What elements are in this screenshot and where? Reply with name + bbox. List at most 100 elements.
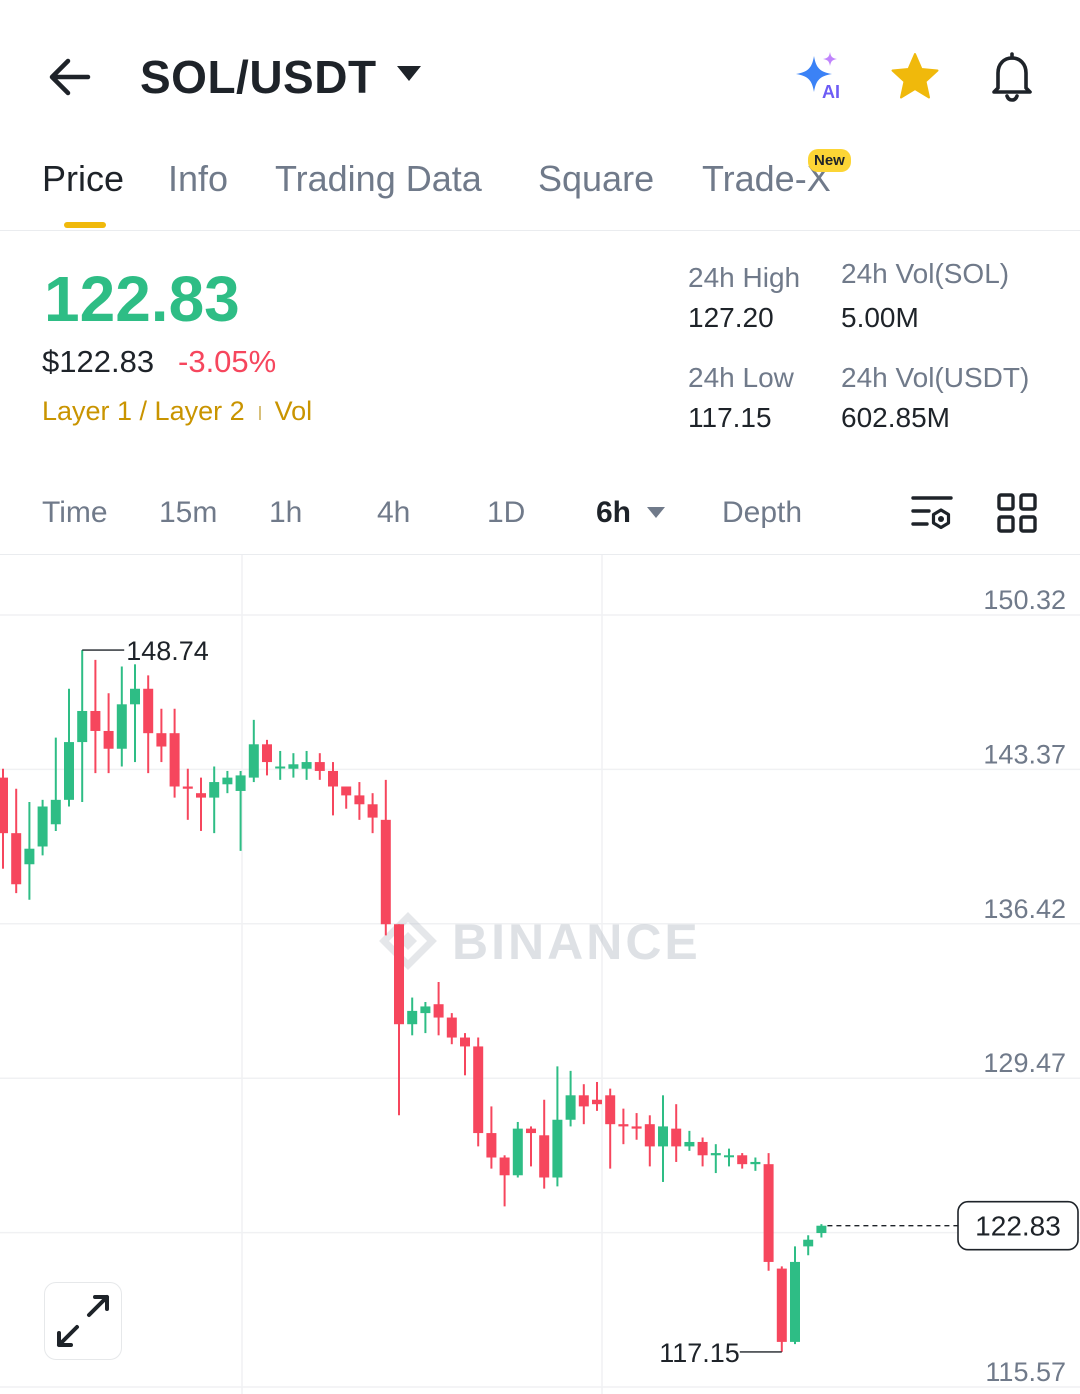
candle (314, 753, 325, 780)
candle-body (328, 770, 338, 787)
candle-body (644, 1124, 655, 1147)
candle (222, 770, 233, 794)
candle (605, 1088, 616, 1169)
candle (526, 1126, 536, 1167)
candle-body (116, 704, 127, 749)
tf-6h[interactable]: 6h (596, 496, 632, 529)
vol-usdt-value: 602.85M (841, 402, 950, 433)
candle-body (578, 1095, 589, 1107)
candle (473, 1037, 484, 1147)
candle-body (143, 688, 154, 734)
y-tick-label: 115.57 (985, 1357, 1066, 1387)
ai-assistant-button[interactable]: AI (790, 48, 850, 104)
candle (460, 1033, 470, 1076)
candle-body (710, 1153, 721, 1156)
tab-square[interactable]: Square (538, 158, 655, 199)
candle (710, 1144, 721, 1174)
tf-time[interactable]: Time (42, 496, 108, 529)
tab-trading-data[interactable]: Trading Data (275, 158, 482, 199)
fullscreen-button[interactable] (44, 1282, 122, 1360)
last-price: 122.83 (44, 263, 240, 335)
high-label: 24h High (688, 262, 801, 293)
candle (0, 768, 8, 869)
candle (103, 693, 114, 774)
tf-1h[interactable]: 1h (269, 496, 303, 529)
candle (64, 688, 74, 807)
back-arrow-icon[interactable] (44, 50, 98, 104)
candle-body (526, 1128, 536, 1134)
candle (671, 1104, 682, 1162)
pair-dropdown-caret-icon[interactable] (396, 64, 422, 84)
candle-body (658, 1126, 668, 1147)
max-price-label: 148.74 (126, 636, 209, 666)
ai-label: AI (822, 82, 840, 102)
candle-body (50, 799, 61, 825)
y-tick-label: 143.37 (983, 739, 1066, 769)
candle-body (605, 1095, 616, 1125)
candle-body (499, 1157, 510, 1176)
candle-body (77, 710, 88, 743)
tf-dropdown-caret-icon[interactable] (646, 506, 666, 520)
page-tabs: Price Info Trading Data Square Trade-X N… (0, 149, 1080, 231)
candle-body (394, 924, 404, 1025)
tab-price[interactable]: Price (42, 158, 125, 199)
candle-body (169, 733, 180, 787)
expand-icon (57, 1295, 109, 1347)
candle (776, 1266, 787, 1352)
candle-body (539, 1135, 550, 1178)
price-alert-bell-icon[interactable] (984, 48, 1040, 104)
candle-body (737, 1155, 748, 1165)
candle (367, 793, 378, 834)
candle (37, 799, 48, 856)
tf-15m[interactable]: 15m (159, 496, 218, 529)
candle (420, 1001, 431, 1034)
candle-body (37, 806, 48, 847)
tag-divider (258, 405, 261, 420)
candle-body (354, 795, 365, 805)
candle-body (473, 1046, 484, 1134)
candle (552, 1066, 563, 1187)
candle-body (816, 1225, 827, 1234)
low-value: 117.15 (688, 402, 772, 433)
candle (262, 739, 272, 776)
binance-watermark: BINANCE (379, 912, 698, 970)
candle (50, 737, 61, 831)
candle-body (288, 764, 299, 769)
candle-body (90, 710, 101, 731)
candle-body (724, 1155, 734, 1158)
candle-body (209, 782, 220, 798)
candle (394, 924, 404, 1116)
tf-1d[interactable]: 1D (487, 496, 526, 529)
candle (578, 1084, 589, 1125)
candle (684, 1130, 695, 1151)
candle (816, 1224, 827, 1238)
price-change-percent: -3.05% (178, 344, 277, 379)
indicator-settings-icon[interactable] (910, 492, 954, 536)
candle-body (512, 1128, 523, 1176)
candle-body (64, 742, 74, 800)
candle-body (763, 1164, 774, 1262)
tab-info[interactable]: Info (168, 158, 229, 199)
tf-depth[interactable]: Depth (722, 496, 803, 529)
candle (156, 708, 167, 763)
candle (433, 982, 444, 1036)
candle (130, 664, 140, 763)
new-badge: New (808, 149, 851, 172)
favorite-star-icon[interactable] (888, 50, 942, 104)
candle-body (790, 1261, 800, 1342)
candle-body (341, 786, 352, 796)
layout-grid-icon[interactable] (996, 492, 1038, 534)
candle-body (697, 1141, 708, 1156)
candle (512, 1121, 523, 1178)
tf-4h[interactable]: 4h (377, 496, 411, 529)
pair-title[interactable]: SOL/USDT (140, 51, 377, 103)
candle (116, 666, 127, 767)
category-tags: Layer 1 / Layer 2 Vol (42, 396, 312, 427)
candle-body (486, 1133, 497, 1158)
tag-layer[interactable]: Layer 1 / Layer 2 (42, 396, 245, 426)
candle-body (11, 833, 22, 885)
candle-body (222, 777, 233, 785)
tag-vol[interactable]: Vol (274, 396, 313, 426)
candlestick-chart[interactable]: BINANCE 150.32143.37136.42129.47122.5311… (0, 555, 1080, 1394)
y-tick-label: 129.47 (983, 1048, 1066, 1078)
